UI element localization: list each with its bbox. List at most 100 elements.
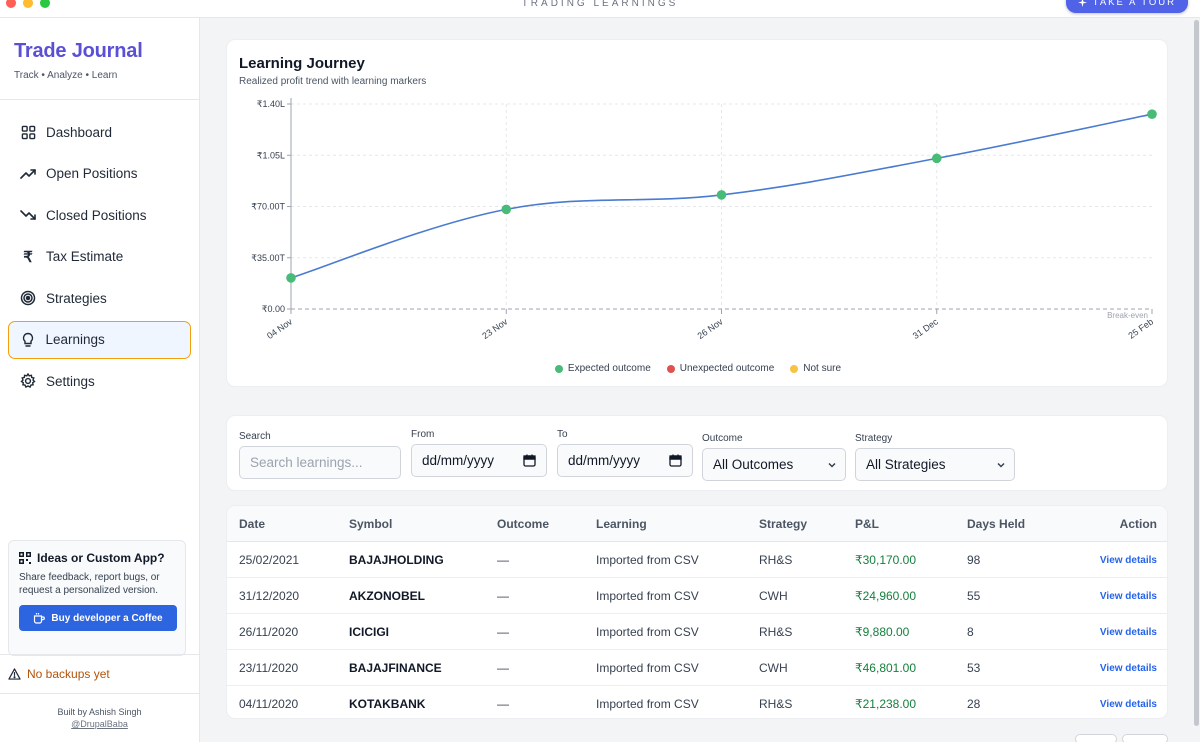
scrollbar-thumb[interactable] xyxy=(1194,20,1199,726)
table-row[interactable]: 26/11/2020 ICICIGI — Imported from CSV RH&S ₹… xyxy=(227,614,1167,650)
lightbulb-icon xyxy=(20,332,36,348)
take-a-tour-button[interactable]: TAKE A TOUR xyxy=(1065,0,1188,13)
cell-learning: Imported from CSV xyxy=(596,697,699,711)
legend-label-not-sure: Not sure xyxy=(803,363,842,374)
warning-icon xyxy=(8,668,21,680)
sidebar-item-label: Learnings xyxy=(45,332,105,347)
pagination-next-button[interactable] xyxy=(1122,734,1168,742)
sidebar-item-learnings[interactable]: Learnings xyxy=(8,320,191,359)
cell-pnl: ₹21,238.00 xyxy=(855,697,917,711)
table-row[interactable]: 25/02/2021 BAJAJHOLDING — Imported from CSV… xyxy=(227,542,1167,578)
chevron-down-icon xyxy=(828,462,836,468)
sidebar-item-dashboard[interactable]: Dashboard xyxy=(8,113,191,151)
backup-status[interactable]: No backups yet xyxy=(0,654,199,694)
maximize-window-button[interactable] xyxy=(40,0,50,8)
legend-label-expected: Expected outcome xyxy=(567,363,651,374)
outcome-select[interactable]: All Outcomes xyxy=(702,448,846,481)
sidebar-item-closed-positions[interactable]: Closed Positions xyxy=(8,196,191,234)
cell-days: 55 xyxy=(967,589,981,603)
learning-marker xyxy=(716,190,727,200)
sidebar-item-label: Dashboard xyxy=(46,124,113,140)
sidebar-item-open-positions[interactable]: Open Positions xyxy=(8,155,191,193)
table-row[interactable]: 04/11/2020 KOTAKBANK — Imported from CSV RH&… xyxy=(227,686,1167,718)
filters-card: Search Search learnings... From dd/mm/yy… xyxy=(226,415,1168,491)
sidebar-item-label: Tax Estimate xyxy=(46,249,124,264)
y-tick-label: ₹1.05L xyxy=(257,150,285,160)
sidebar-item-settings[interactable]: Settings xyxy=(8,362,191,400)
brand-subtitle: Track • Analyze • Learn xyxy=(14,70,118,81)
to-date-input[interactable]: dd/mm/yyyy xyxy=(557,444,693,477)
qr-code-icon xyxy=(19,552,31,564)
cell-symbol: KOTAKBANK xyxy=(349,697,426,711)
sidebar-item-strategies[interactable]: Strategies xyxy=(8,279,191,317)
view-details-link[interactable]: View details xyxy=(1099,662,1157,674)
pagination-prev-button[interactable] xyxy=(1075,734,1117,742)
sidebar-item-label: Settings xyxy=(46,373,95,389)
cell-pnl: ₹46,801.00 xyxy=(855,661,917,675)
to-date-value: dd/mm/yyyy xyxy=(568,453,641,468)
strategy-select[interactable]: All Strategies xyxy=(855,448,1015,481)
cell-symbol: BAJAJHOLDING xyxy=(349,553,444,567)
cell-date: 31/12/2020 xyxy=(239,589,300,603)
coffee-cup-icon xyxy=(34,613,46,624)
ideas-title-row: Ideas or Custom App? xyxy=(19,551,175,565)
view-details-link[interactable]: View details xyxy=(1099,590,1157,602)
table-row[interactable]: 31/12/2020 AKZONOBEL — Imported from CSV CWH… xyxy=(227,578,1167,614)
legend-swatch-unexpected xyxy=(666,364,675,373)
trending-down-icon xyxy=(20,207,36,223)
legend-item-not-sure[interactable]: Not sure xyxy=(790,363,841,374)
x-tick-label: 26 Nov xyxy=(696,316,726,341)
built-by-text: Built by Ashish Singh xyxy=(57,707,142,717)
view-details-link[interactable]: View details xyxy=(1099,554,1157,566)
legend-item-unexpected[interactable]: Unexpected outcome xyxy=(666,363,774,374)
cell-days: 8 xyxy=(967,625,974,639)
legend-item-expected[interactable]: Expected outcome xyxy=(554,363,651,374)
backup-status-text: No backups yet xyxy=(27,667,110,681)
column-header-symbol[interactable]: Symbol xyxy=(349,517,393,531)
cell-date: 04/11/2020 xyxy=(239,697,299,711)
outcome-label: Outcome xyxy=(702,433,743,444)
ideas-text: Share feedback, report bugs, or request … xyxy=(19,572,160,596)
ideas-title: Ideas or Custom App? xyxy=(37,551,165,565)
cell-learning: Imported from CSV xyxy=(596,625,699,639)
search-input[interactable]: Search learnings... xyxy=(239,446,401,479)
table-row[interactable]: 23/11/2020 BAJAJFINANCE — Imported from CSV… xyxy=(227,650,1167,686)
from-date-input[interactable]: dd/mm/yyyy xyxy=(411,444,547,477)
column-header-strategy[interactable]: Strategy xyxy=(759,517,808,531)
cell-outcome: — xyxy=(497,697,509,711)
column-header-pnl[interactable]: P&L xyxy=(855,517,879,531)
close-window-button[interactable] xyxy=(6,0,16,8)
column-header-days-held[interactable]: Days Held xyxy=(967,517,1026,531)
view-details-link[interactable]: View details xyxy=(1099,626,1157,638)
sidebar-item-label: Closed Positions xyxy=(46,207,147,223)
author-handle-link[interactable]: @DrupalBaba xyxy=(71,719,128,729)
sidebar-item-tax-estimate[interactable]: ₹ Tax Estimate xyxy=(8,238,191,276)
learning-marker xyxy=(931,153,942,164)
x-tick-label: 25 Feb xyxy=(1126,316,1155,340)
sidebar-item-label: Open Positions xyxy=(46,166,138,181)
from-label: From xyxy=(411,429,435,440)
from-date-value: dd/mm/yyyy xyxy=(422,453,495,468)
legend-swatch-not-sure xyxy=(790,364,799,373)
to-label: To xyxy=(557,429,568,440)
cell-strategy: CWH xyxy=(759,589,788,603)
column-header-date[interactable]: Date xyxy=(239,517,266,531)
target-icon xyxy=(20,290,36,306)
gear-icon xyxy=(20,373,36,389)
learning-journey-card: Learning Journey Realized profit trend w… xyxy=(226,39,1168,387)
column-header-learning[interactable]: Learning xyxy=(596,517,647,531)
cell-days: 98 xyxy=(967,553,981,567)
learnings-table: Date Symbol Outcome Learning Strategy P&… xyxy=(226,505,1168,719)
calendar-icon[interactable] xyxy=(523,454,536,467)
search-label: Search xyxy=(239,431,271,442)
calendar-icon[interactable] xyxy=(669,454,682,467)
minimize-window-button[interactable] xyxy=(23,0,33,8)
y-tick-label: ₹70.00T xyxy=(251,202,285,212)
view-details-link[interactable]: View details xyxy=(1099,698,1157,710)
brand: Trade Journal Track • Analyze • Learn xyxy=(0,18,199,100)
buy-coffee-button[interactable]: Buy developer a Coffee xyxy=(19,605,177,631)
outcome-select-value: All Outcomes xyxy=(713,457,794,472)
x-tick-label: 04 Nov xyxy=(265,316,295,341)
column-header-outcome[interactable]: Outcome xyxy=(497,517,550,531)
learning-journey-chart: ₹0.00 ₹35.00T ₹70.00T ₹1.05L ₹1.40L 04 Nov 23 … xyxy=(251,98,1157,341)
